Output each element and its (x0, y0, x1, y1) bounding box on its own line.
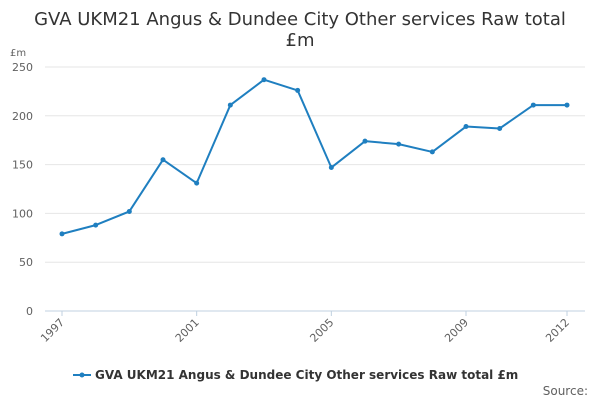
data-point[interactable] (530, 102, 536, 108)
data-point[interactable] (261, 77, 267, 83)
data-point[interactable] (160, 157, 166, 163)
legend[interactable]: GVA UKM21 Angus & Dundee City Other serv… (73, 368, 518, 382)
data-point[interactable] (396, 141, 402, 147)
x-tick-label: 2001 (173, 316, 202, 345)
data-point[interactable] (429, 149, 435, 155)
y-tick-label: 50 (19, 256, 33, 269)
data-point[interactable] (126, 208, 132, 214)
y-axis-ticks: 0 50 100 150 200 250 (12, 61, 33, 318)
y-tick-label: 250 (12, 61, 33, 74)
data-point[interactable] (463, 124, 469, 130)
gridlines (45, 66, 585, 312)
legend-point-marker (79, 372, 85, 378)
legend-label: GVA UKM21 Angus & Dundee City Other serv… (95, 368, 518, 382)
chart-title-line-2: £m (286, 30, 315, 51)
data-point[interactable] (328, 165, 334, 171)
x-axis-ticks: 1997 2001 2005 2009 2012 (38, 311, 572, 345)
x-tick-label: 2005 (307, 316, 336, 345)
data-point[interactable] (497, 125, 503, 131)
source-label: Source: (543, 384, 588, 398)
y-tick-label: 200 (12, 110, 33, 123)
data-point[interactable] (59, 231, 65, 237)
x-tick-label: 2009 (442, 316, 471, 345)
series-line (61, 78, 567, 235)
y-axis-unit-label: £m (10, 48, 26, 59)
y-tick-label: 100 (12, 207, 33, 220)
y-tick-label: 150 (12, 159, 33, 172)
series-layer (59, 77, 570, 237)
chart-title-line-1: GVA UKM21 Angus & Dundee City Other serv… (34, 9, 566, 30)
data-point[interactable] (194, 180, 200, 186)
y-tick-label: 0 (26, 305, 33, 318)
data-point[interactable] (295, 87, 301, 93)
data-point[interactable] (564, 102, 570, 108)
x-tick-label: 1997 (38, 316, 67, 345)
data-point[interactable] (362, 138, 368, 144)
data-point[interactable] (227, 102, 233, 108)
data-point[interactable] (93, 222, 99, 228)
x-tick-label: 2012 (543, 316, 572, 345)
